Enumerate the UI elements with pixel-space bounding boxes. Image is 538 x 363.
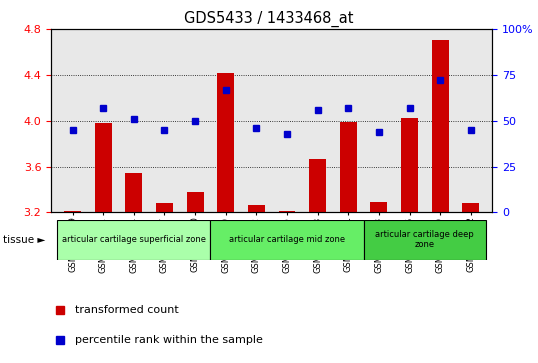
FancyBboxPatch shape [210, 220, 364, 260]
Bar [340, 122, 357, 212]
Text: transformed count: transformed count [75, 305, 179, 315]
Bar [279, 211, 295, 212]
Bar [248, 205, 265, 212]
Bar [125, 174, 142, 212]
Text: articular cartilage deep
zone: articular cartilage deep zone [376, 230, 474, 249]
Bar [309, 159, 326, 212]
Text: percentile rank within the sample: percentile rank within the sample [75, 335, 263, 345]
Bar [462, 203, 479, 212]
Bar [95, 123, 111, 212]
FancyBboxPatch shape [57, 220, 210, 260]
Bar [187, 192, 203, 212]
Bar [371, 202, 387, 212]
Bar [401, 118, 418, 212]
Bar [217, 73, 234, 212]
Text: GDS5433 / 1433468_at: GDS5433 / 1433468_at [184, 11, 354, 27]
Text: articular cartilage superficial zone: articular cartilage superficial zone [62, 235, 206, 244]
FancyBboxPatch shape [364, 220, 486, 260]
Bar [64, 211, 81, 212]
Bar [432, 41, 449, 212]
Text: tissue ►: tissue ► [3, 234, 45, 245]
Bar [156, 203, 173, 212]
Text: articular cartilage mid zone: articular cartilage mid zone [229, 235, 345, 244]
